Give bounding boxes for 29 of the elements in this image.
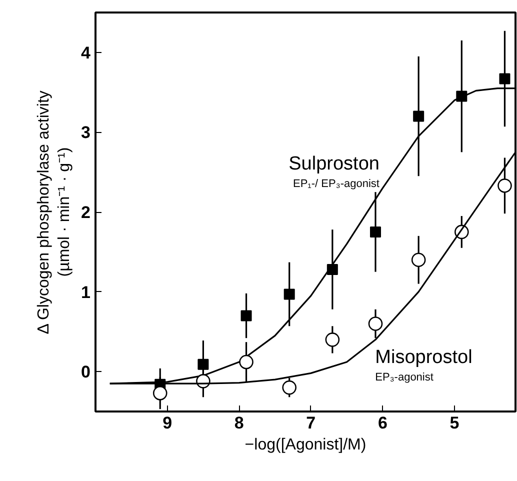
x-tick-label: 5 xyxy=(450,414,460,432)
point xyxy=(499,73,510,84)
point xyxy=(325,332,340,347)
y-axis-title: Δ Glycogen phosphorylase activity (µmol · min⁻¹ · g⁻¹) xyxy=(36,90,74,334)
point xyxy=(239,354,254,370)
point xyxy=(282,380,296,395)
annotation: EP₃-agonist xyxy=(375,372,434,384)
y-tick-label: 1 xyxy=(81,282,91,302)
x-tick-label: 7 xyxy=(306,414,316,432)
y-tick-label: 0 xyxy=(81,362,91,382)
y-tick-label: 3 xyxy=(81,123,91,142)
annotation: EP₁-/ EP₃-agonist xyxy=(293,178,380,190)
y-tick-label: 4 xyxy=(81,43,92,62)
point xyxy=(368,316,383,331)
text: Sulproston xyxy=(288,154,380,175)
x-tick-label: 8 xyxy=(234,414,244,432)
x-axis-title: −log([Agonist]/M) xyxy=(244,436,366,454)
point xyxy=(370,226,381,238)
point xyxy=(152,386,168,400)
point xyxy=(498,178,512,193)
point xyxy=(411,252,426,268)
x-tick-label: 9 xyxy=(162,414,172,432)
point xyxy=(284,288,295,300)
y-tick-label: 2 xyxy=(81,203,91,222)
series-label: Misoprostol xyxy=(375,347,472,368)
point xyxy=(198,358,209,370)
point xyxy=(413,110,424,122)
x-tick-label: 6 xyxy=(378,414,388,432)
point xyxy=(240,310,252,322)
